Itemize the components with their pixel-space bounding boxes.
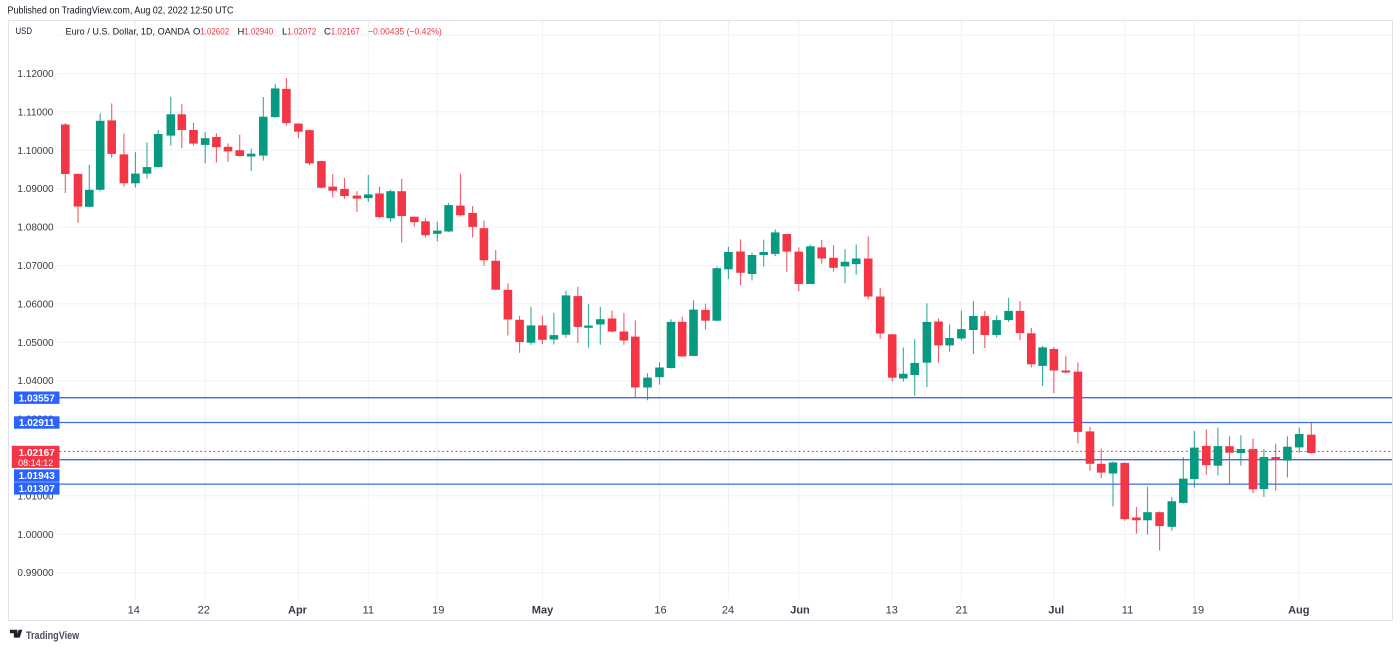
- svg-text:13: 13: [886, 605, 898, 617]
- svg-text:1.01000: 1.01000: [17, 491, 54, 502]
- svg-text:1.02602: 1.02602: [200, 27, 229, 38]
- svg-text:19: 19: [432, 605, 444, 617]
- svg-text:1.12000: 1.12000: [17, 69, 54, 80]
- svg-text:Jul: Jul: [1048, 605, 1064, 617]
- svg-text:1.00000: 1.00000: [17, 530, 54, 541]
- svg-text:1.03557: 1.03557: [19, 393, 56, 404]
- svg-text:1.02167: 1.02167: [19, 448, 56, 459]
- svg-text:16: 16: [654, 605, 666, 617]
- svg-text:Euro / U.S. Dollar, 1D, OANDA: Euro / U.S. Dollar, 1D, OANDA: [66, 27, 191, 38]
- svg-text:1.02911: 1.02911: [19, 418, 55, 429]
- svg-text:C: C: [324, 27, 331, 38]
- svg-text:Jun: Jun: [790, 605, 810, 617]
- svg-text:May: May: [532, 605, 554, 617]
- svg-text:11: 11: [363, 605, 374, 617]
- svg-text:Published on TradingView.com,: Published on TradingView.com, Aug 02, 20…: [8, 6, 234, 17]
- svg-text:1.08000: 1.08000: [17, 223, 54, 234]
- svg-text:1.02167: 1.02167: [331, 27, 360, 38]
- svg-text:1.05000: 1.05000: [17, 338, 54, 349]
- svg-text:24: 24: [722, 605, 734, 617]
- svg-text:O: O: [193, 27, 200, 38]
- svg-text:1.09000: 1.09000: [17, 184, 54, 195]
- svg-text:L: L: [282, 27, 287, 38]
- svg-text:1.06000: 1.06000: [17, 299, 54, 310]
- svg-text:1.01307: 1.01307: [19, 484, 56, 495]
- svg-text:−0.00435 (−0.42%): −0.00435 (−0.42%): [368, 27, 442, 38]
- svg-text:USD: USD: [16, 26, 33, 37]
- svg-text:1.02940: 1.02940: [244, 27, 273, 38]
- svg-text:1.01943: 1.01943: [19, 471, 56, 482]
- svg-text:1.10000: 1.10000: [17, 146, 54, 157]
- svg-text:1.11000: 1.11000: [18, 107, 54, 118]
- svg-text:19: 19: [1192, 605, 1204, 617]
- svg-text:08:14:12: 08:14:12: [18, 458, 53, 468]
- svg-text:Apr: Apr: [288, 605, 308, 617]
- svg-text:1.07000: 1.07000: [17, 261, 54, 272]
- svg-text:1.02072: 1.02072: [287, 27, 316, 38]
- svg-text:22: 22: [198, 605, 210, 617]
- svg-text:TradingView: TradingView: [26, 630, 80, 642]
- svg-text:21: 21: [956, 605, 968, 617]
- svg-text:14: 14: [128, 605, 140, 617]
- svg-text:1.04000: 1.04000: [17, 376, 54, 387]
- svg-text:0.99000: 0.99000: [17, 568, 54, 579]
- svg-text:H: H: [238, 27, 245, 38]
- svg-text:Aug: Aug: [1288, 605, 1309, 617]
- svg-text:11: 11: [1122, 605, 1133, 617]
